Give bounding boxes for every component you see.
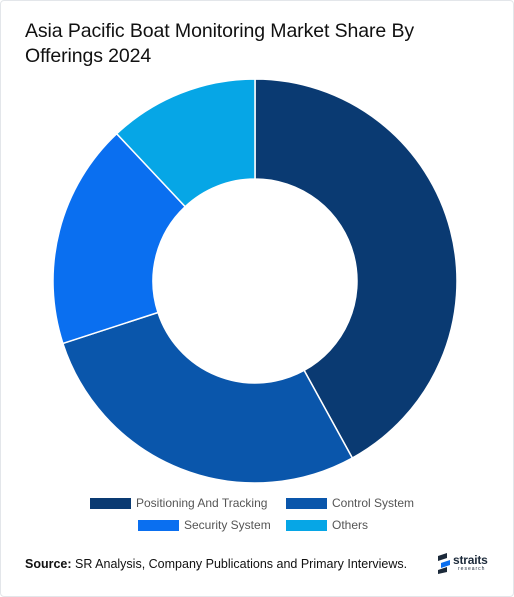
logo-sub: research xyxy=(458,566,486,572)
legend-swatch-others xyxy=(286,519,327,531)
legend-label-security: Security System xyxy=(184,518,271,532)
source-text: SR Analysis, Company Publications and Pr… xyxy=(71,557,408,571)
source-label: Source: xyxy=(25,557,72,571)
slice-positioning-tracking[interactable] xyxy=(254,78,458,460)
legend-swatch-positioning xyxy=(90,497,131,509)
logo-name: straits xyxy=(453,553,488,567)
slice-security-system[interactable] xyxy=(52,132,187,345)
legend-label-positioning: Positioning And Tracking xyxy=(136,496,268,510)
legend-item-security[interactable]: Security System xyxy=(138,518,271,532)
legend-item-others[interactable]: Others xyxy=(286,518,368,532)
legend-item-positioning[interactable]: Positioning And Tracking xyxy=(90,496,267,510)
slice-control-system[interactable] xyxy=(61,311,354,484)
source-note: Source: SR Analysis, Company Publication… xyxy=(25,557,407,571)
straits-logo: straits research xyxy=(436,552,496,576)
slice-others[interactable] xyxy=(115,78,256,208)
legend-label-others: Others xyxy=(332,518,369,532)
legend-label-control: Control System xyxy=(332,496,415,510)
legend-swatch-control xyxy=(286,497,327,509)
legend-swatch-security xyxy=(138,519,179,531)
straits-logo-icon xyxy=(438,553,450,574)
chart-title: Asia Pacific Boat Monitoring Market Shar… xyxy=(25,20,415,67)
legend-item-control[interactable]: Control System xyxy=(286,496,414,510)
